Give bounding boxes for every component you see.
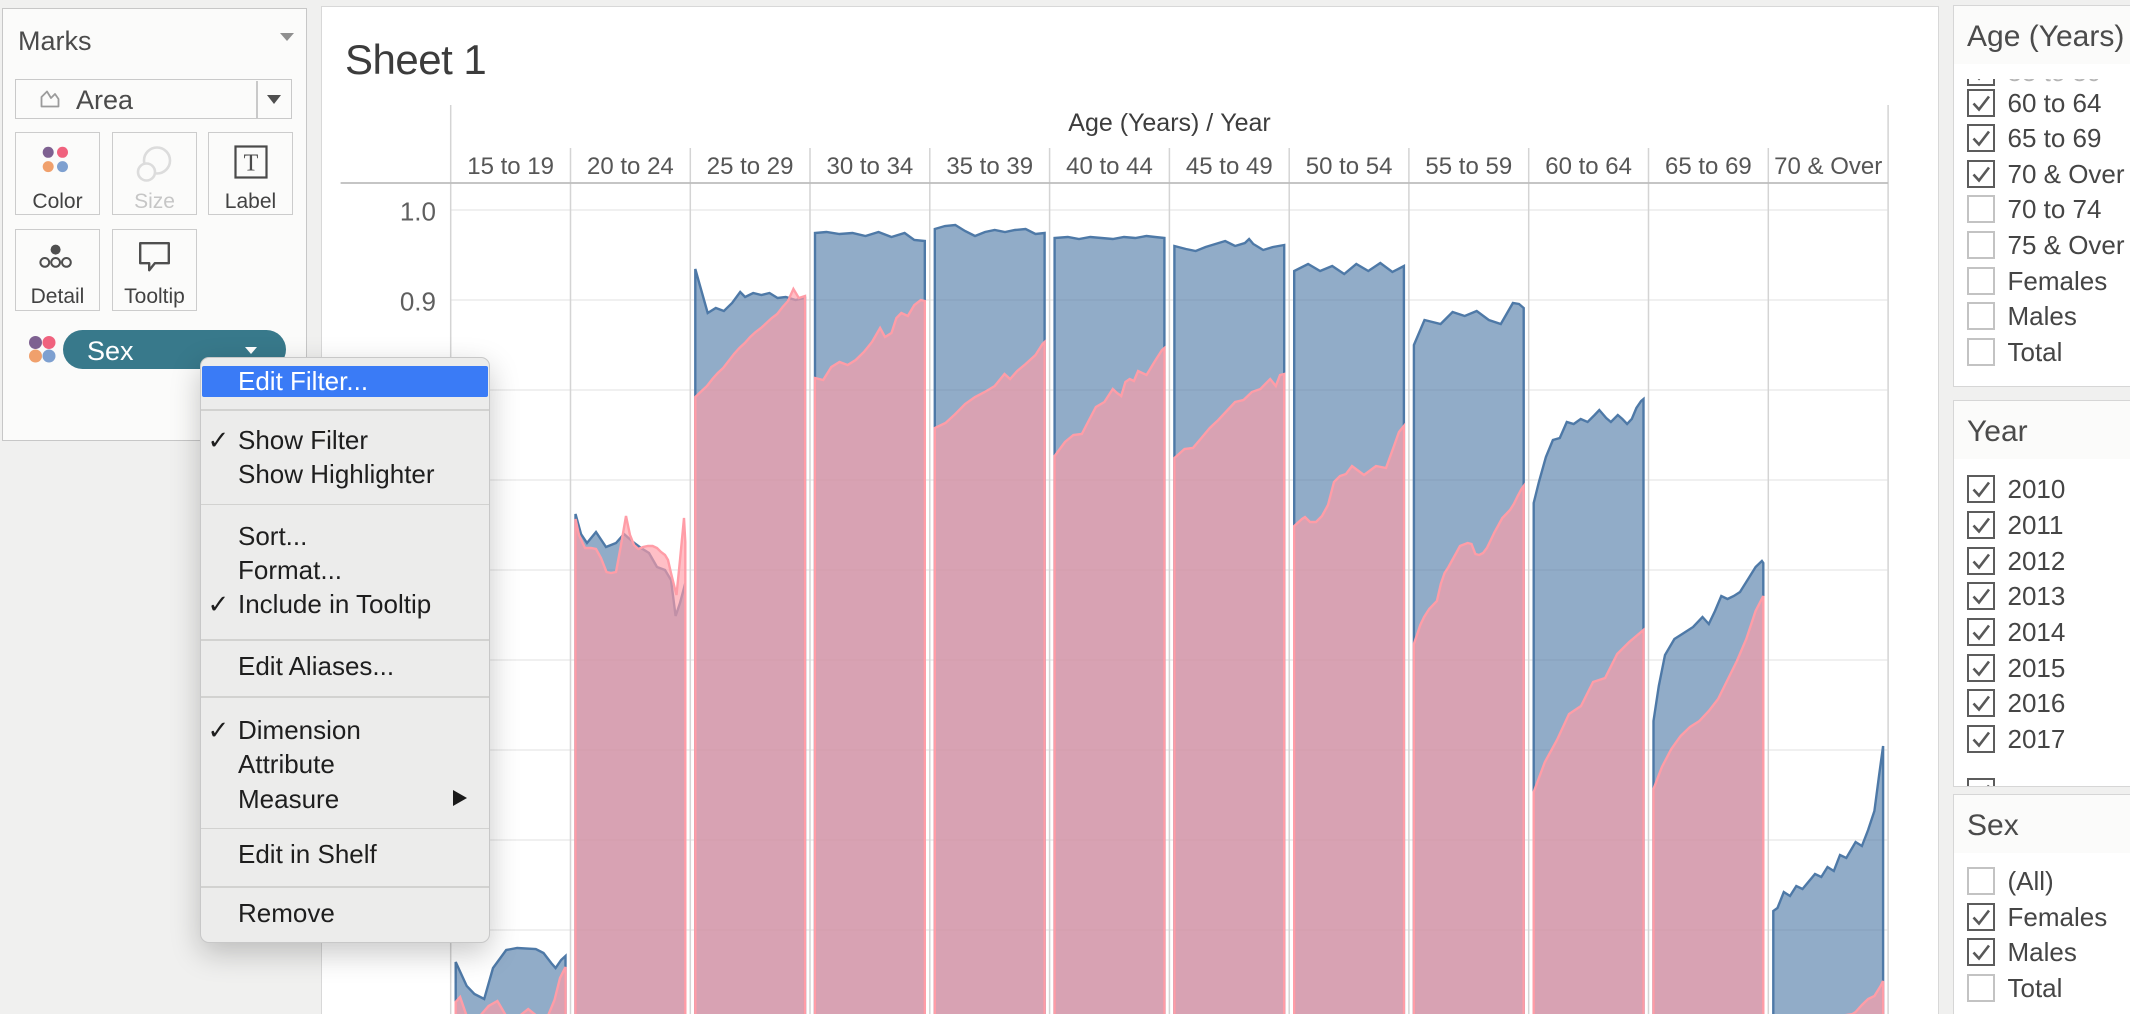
svg-text:40 to 44: 40 to 44: [1066, 153, 1153, 180]
svg-text:1.0: 1.0: [400, 197, 436, 227]
svg-text:50 to 54: 50 to 54: [1306, 153, 1393, 180]
svg-text:20 to 24: 20 to 24: [587, 153, 674, 180]
svg-text:55 to 59: 55 to 59: [1425, 153, 1512, 180]
svg-text:T: T: [244, 151, 259, 177]
svg-text:35 to 39: 35 to 39: [946, 153, 1033, 180]
svg-text:45 to 49: 45 to 49: [1186, 153, 1273, 180]
svg-text:15 to 19: 15 to 19: [467, 153, 554, 180]
svg-text:30 to 34: 30 to 34: [827, 153, 914, 180]
svg-text:25 to 29: 25 to 29: [707, 153, 794, 180]
svg-text:65 to 69: 65 to 69: [1665, 153, 1752, 180]
svg-text:70 & Over: 70 & Over: [1774, 153, 1882, 180]
svg-text:Age (Years) / Year: Age (Years) / Year: [1068, 109, 1270, 137]
svg-text:0.9: 0.9: [400, 287, 436, 317]
svg-text:60 to 64: 60 to 64: [1545, 153, 1632, 180]
